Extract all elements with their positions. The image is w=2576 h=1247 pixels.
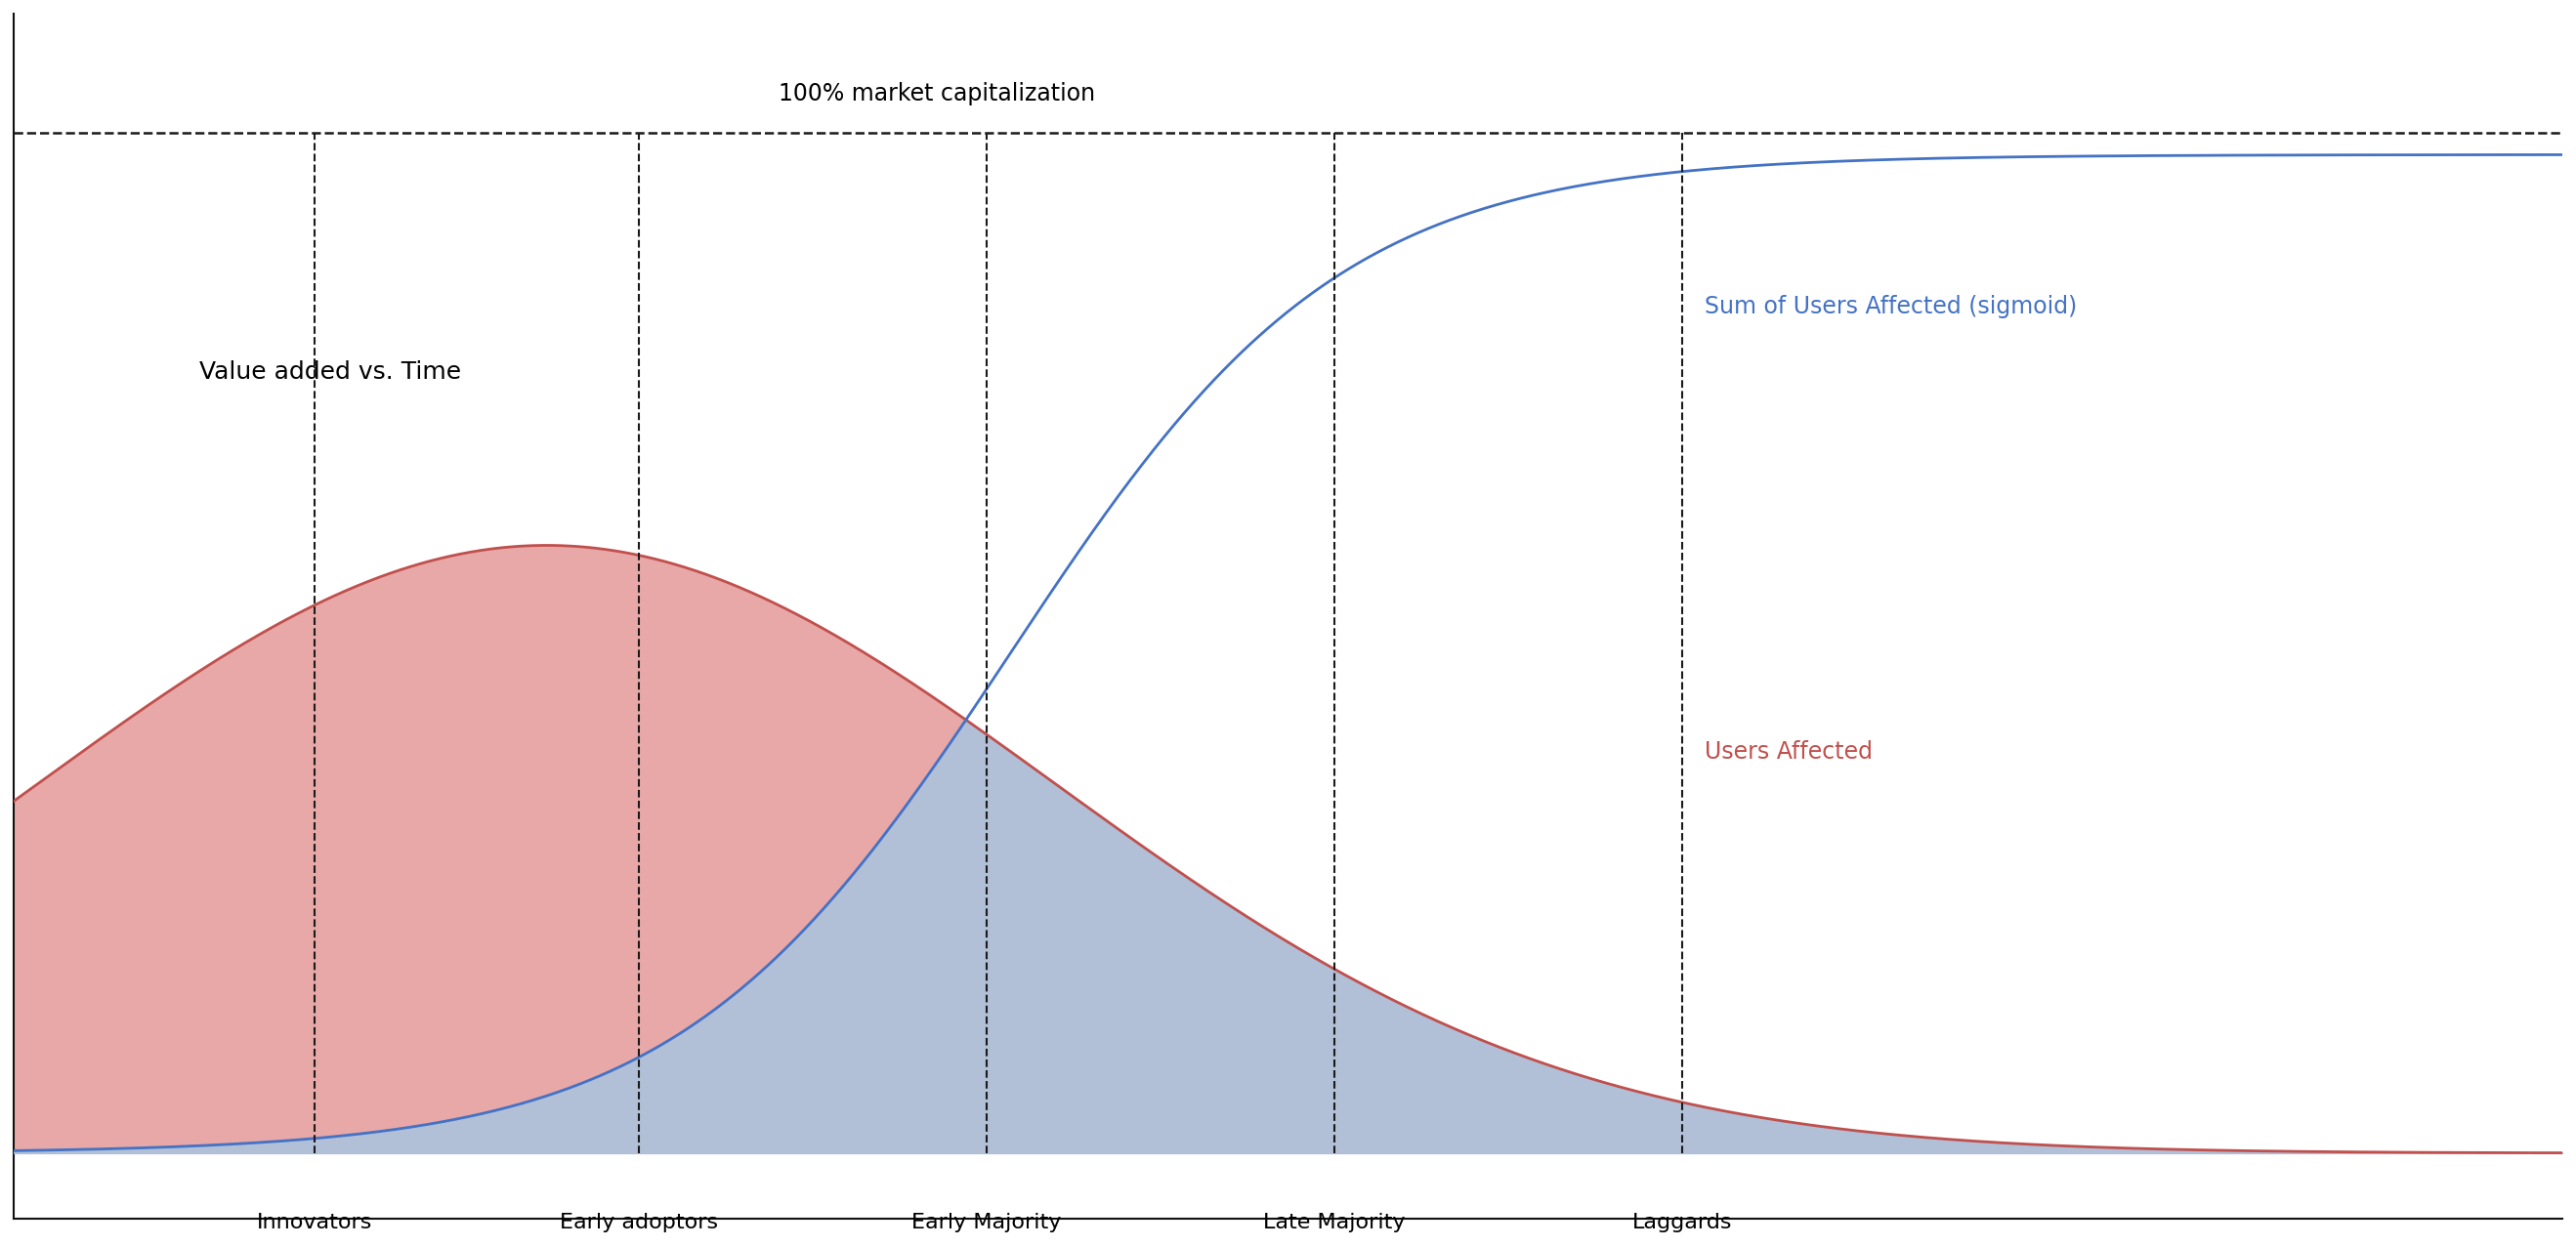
Text: Early Majority: Early Majority xyxy=(912,1213,1061,1232)
Text: Late Majority: Late Majority xyxy=(1262,1213,1406,1232)
Text: Sum of Users Affected (sigmoid): Sum of Users Affected (sigmoid) xyxy=(1705,294,2076,318)
Text: Laggards: Laggards xyxy=(1631,1213,1731,1232)
Text: Early adoptors: Early adoptors xyxy=(559,1213,719,1232)
Text: Innovators: Innovators xyxy=(258,1213,374,1232)
Text: 100% market capitalization: 100% market capitalization xyxy=(778,82,1095,106)
Text: Users Affected: Users Affected xyxy=(1705,739,1873,763)
Text: Value added vs. Time: Value added vs. Time xyxy=(198,360,461,383)
